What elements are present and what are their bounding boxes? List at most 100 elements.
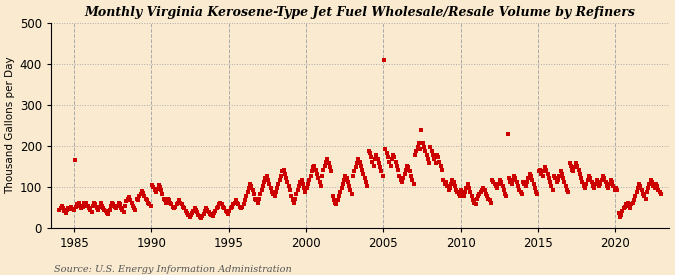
Point <box>550 176 561 180</box>
Point <box>220 209 231 213</box>
Point <box>639 194 649 198</box>
Point <box>641 190 652 194</box>
Point <box>146 183 157 187</box>
Point <box>202 207 213 212</box>
Point <box>475 190 486 194</box>
Point <box>533 169 544 174</box>
Point <box>173 200 184 205</box>
Point <box>413 141 424 145</box>
Point <box>300 190 311 194</box>
Point <box>156 188 167 192</box>
Point <box>518 180 529 184</box>
Point <box>183 213 194 217</box>
Point <box>335 190 346 194</box>
Point <box>267 190 277 194</box>
Point <box>196 216 207 220</box>
Point <box>653 188 664 192</box>
Point <box>186 213 196 217</box>
Point <box>323 161 334 165</box>
Point <box>515 190 526 194</box>
Point <box>474 192 485 197</box>
Point <box>268 192 279 197</box>
Point <box>471 196 482 201</box>
Point <box>210 209 221 213</box>
Point <box>90 202 101 207</box>
Point <box>626 202 637 207</box>
Point <box>302 182 313 186</box>
Point <box>197 214 208 218</box>
Point <box>140 196 151 201</box>
Point <box>618 206 629 211</box>
Point <box>273 182 284 186</box>
Point <box>478 186 489 190</box>
Point <box>131 196 142 201</box>
Point <box>68 208 79 213</box>
Point <box>649 186 660 190</box>
Point <box>192 210 202 214</box>
Point <box>325 165 335 169</box>
Point <box>358 172 369 176</box>
Point <box>175 200 186 205</box>
Point <box>431 153 442 157</box>
Point <box>321 159 331 164</box>
Point <box>229 200 240 205</box>
Point <box>261 173 272 178</box>
Point <box>326 169 337 174</box>
Point <box>173 198 184 202</box>
Point <box>651 182 661 186</box>
Point <box>169 206 180 211</box>
Point <box>329 200 340 205</box>
Point <box>340 173 351 178</box>
Point <box>420 148 431 153</box>
Point <box>500 192 510 197</box>
Point <box>491 184 502 188</box>
Point <box>464 186 475 190</box>
Point <box>85 207 96 212</box>
Point <box>547 188 558 192</box>
Point <box>404 169 415 174</box>
Point <box>452 190 463 194</box>
Point <box>134 194 144 198</box>
Point <box>205 211 215 216</box>
Point <box>359 176 370 180</box>
Point <box>364 151 375 155</box>
Point <box>522 180 533 184</box>
Point <box>219 206 230 211</box>
Point <box>541 167 551 172</box>
Point <box>63 205 74 210</box>
Point <box>57 203 68 208</box>
Point <box>118 210 129 214</box>
Point <box>59 209 70 213</box>
Point <box>55 205 66 210</box>
Point <box>564 161 575 165</box>
Point <box>78 201 89 206</box>
Point <box>513 184 524 188</box>
Point <box>554 173 564 178</box>
Point <box>628 198 639 202</box>
Point <box>126 201 137 206</box>
Point <box>98 206 109 211</box>
Point <box>493 182 504 186</box>
Point <box>74 200 84 205</box>
Point <box>288 200 299 205</box>
Point <box>454 192 464 197</box>
Point <box>152 187 163 191</box>
Point <box>498 188 509 192</box>
Point <box>553 177 564 182</box>
Point <box>590 182 601 186</box>
Point <box>501 194 512 198</box>
Point <box>645 177 656 182</box>
Point <box>295 180 306 184</box>
Point <box>161 200 171 205</box>
Point <box>373 161 384 165</box>
Point <box>269 194 280 198</box>
Point <box>201 206 212 211</box>
Point <box>339 177 350 182</box>
Point <box>130 207 141 212</box>
Point <box>383 155 394 160</box>
Point <box>209 210 219 215</box>
Point <box>80 203 90 208</box>
Point <box>456 188 466 192</box>
Point <box>227 205 238 209</box>
Point <box>91 205 102 210</box>
